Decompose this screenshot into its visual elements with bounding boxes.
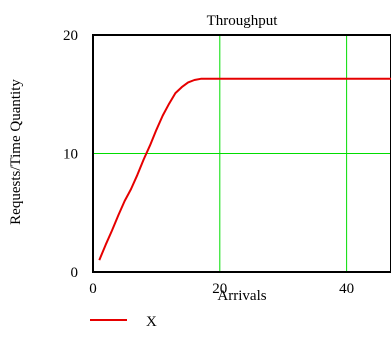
y-axis-label: Requests/Time Quantity <box>8 79 24 225</box>
x-tick-label: 20 <box>212 281 227 297</box>
x-axis-label: Arrivals <box>217 288 266 304</box>
grid-lines <box>93 35 391 272</box>
y-tick-label: 10 <box>63 147 78 163</box>
series-line-x <box>98 77 391 261</box>
y-tick-label: 0 <box>71 265 79 281</box>
legend: X <box>90 314 157 330</box>
legend-label-x: X <box>146 314 157 330</box>
tick-labels: 0 20 40 0 10 20 <box>63 28 354 297</box>
series-group <box>98 77 391 261</box>
x-tick-label: 40 <box>339 281 354 297</box>
plot-frame <box>92 34 391 273</box>
x-tick-label: 0 <box>89 281 97 297</box>
y-tick-label: 20 <box>63 28 78 44</box>
chart-title: Throughput <box>207 13 279 29</box>
